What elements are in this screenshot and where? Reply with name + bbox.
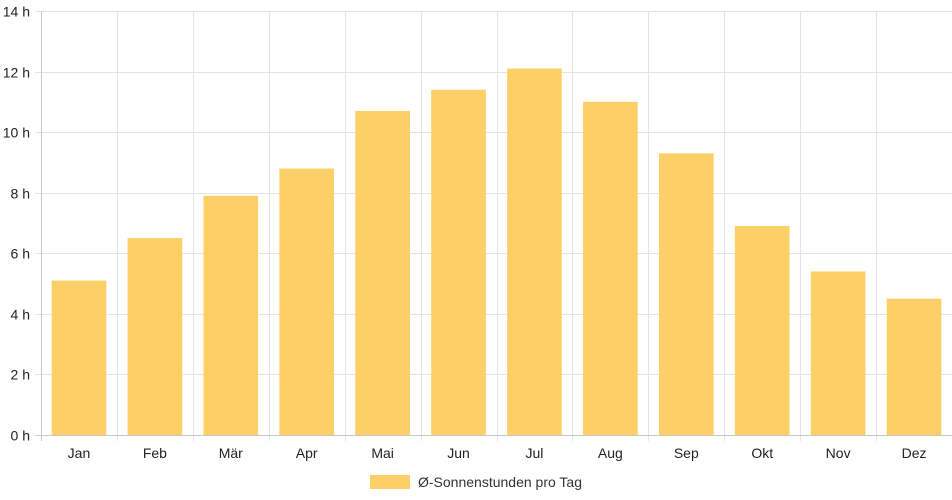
bar-Mär — [203, 195, 259, 435]
y-tick-label: 6 h — [11, 246, 30, 262]
x-tick-label: Mai — [371, 445, 394, 461]
bar-Jul — [507, 68, 562, 435]
bar-Mai — [355, 110, 410, 435]
bar-Jan — [51, 280, 107, 435]
bar-Sep — [658, 153, 714, 435]
x-tick-label: Aug — [598, 445, 623, 461]
bar-Apr — [279, 168, 335, 436]
y-tick-label: 14 h — [3, 4, 30, 20]
x-tick-label: Mär — [219, 445, 243, 461]
y-tick-label: 0 h — [11, 428, 30, 444]
bar-Dez — [886, 298, 942, 435]
y-tick-label: 2 h — [11, 367, 30, 383]
grid-lines — [35, 11, 952, 441]
bar-Feb — [127, 238, 183, 435]
y-tick-label: 8 h — [11, 186, 30, 202]
axes — [35, 11, 952, 441]
bar-Nov — [810, 271, 866, 435]
x-tick-label: Jul — [526, 445, 544, 461]
x-tick-label: Jun — [447, 445, 470, 461]
bars — [51, 68, 942, 436]
x-tick-label: Dez — [902, 445, 927, 461]
bar-Aug — [583, 101, 638, 436]
x-tick-label: Feb — [143, 445, 167, 461]
y-tick-label: 4 h — [11, 307, 30, 323]
x-tick-label: Okt — [751, 445, 773, 461]
y-tick-label: 10 h — [3, 125, 30, 141]
y-tick-label: 12 h — [3, 65, 30, 81]
bar-Jun — [431, 89, 486, 436]
x-tick-label: Jan — [68, 445, 91, 461]
legend-swatch — [370, 475, 410, 489]
tick-labels: 0 h 2 h 4 h 6 h 8 h 10 h 12 h 14 h Jan Feb Mär Apr M… — [3, 4, 927, 462]
legend[interactable]: Ø-Sonnenstunden pro Tag — [0, 470, 952, 494]
bar-Okt — [734, 226, 790, 435]
x-tick-label: Sep — [674, 445, 699, 461]
x-tick-label: Apr — [296, 445, 318, 461]
legend-label: Ø-Sonnenstunden pro Tag — [418, 474, 582, 490]
x-tick-label: Nov — [826, 445, 851, 461]
